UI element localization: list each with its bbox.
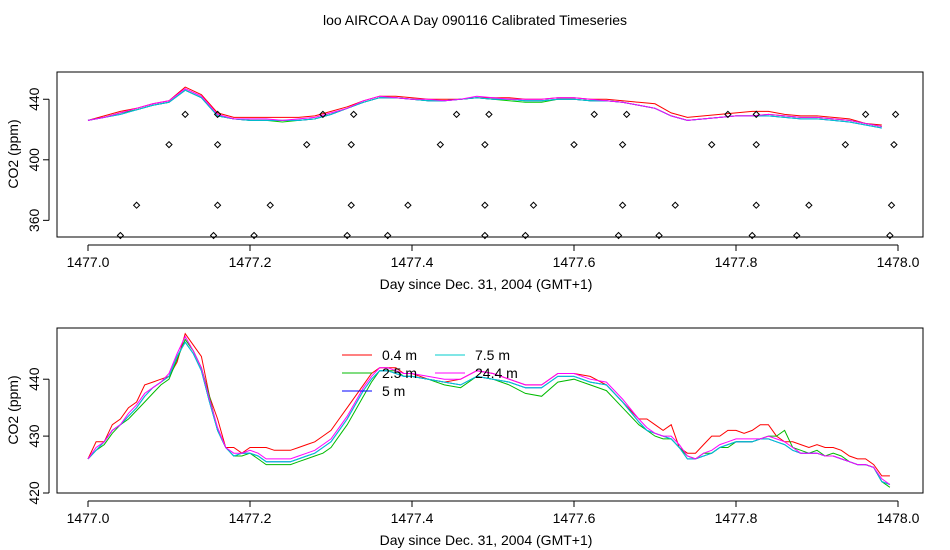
legend-label-2-5-m: 2.5 m bbox=[382, 365, 417, 381]
top-data-point bbox=[343, 231, 351, 240]
top-y-tick-label: 360 bbox=[26, 208, 42, 232]
bottom-y-tick-label: 440 bbox=[26, 367, 42, 391]
top-data-point bbox=[841, 140, 850, 149]
top-data-point bbox=[132, 201, 141, 209]
top-data-point bbox=[890, 140, 898, 149]
top-data-point bbox=[213, 201, 222, 209]
top-x-tick-label: 1478.0 bbox=[877, 254, 920, 270]
top-data-point bbox=[319, 110, 327, 119]
bottom-x-tick-label: 1477.6 bbox=[553, 510, 596, 526]
top-data-point bbox=[436, 140, 445, 149]
top-series-line-7-5-m bbox=[87, 89, 882, 129]
top-data-point bbox=[622, 110, 631, 119]
bottom-series-line-5-m bbox=[87, 341, 891, 485]
top-data-point bbox=[481, 140, 489, 149]
top-data-point bbox=[886, 231, 894, 240]
top-series-line-5-m bbox=[87, 89, 882, 129]
top-data-point bbox=[213, 110, 222, 119]
top-data-point bbox=[485, 110, 493, 119]
top-data-point bbox=[752, 201, 760, 209]
top-data-point bbox=[861, 110, 870, 119]
top-data-point bbox=[570, 140, 578, 149]
top-data-point bbox=[671, 201, 679, 209]
top-data-point bbox=[213, 140, 222, 149]
top-data-point bbox=[529, 201, 538, 209]
top-data-point bbox=[618, 140, 627, 149]
bottom-y-tick-label: 430 bbox=[26, 424, 42, 448]
top-data-point bbox=[302, 140, 311, 149]
top-data-point bbox=[793, 231, 801, 240]
bottom-x-tick-label: 1477.8 bbox=[715, 510, 758, 526]
top-data-point bbox=[383, 231, 392, 240]
top-data-point bbox=[805, 201, 813, 209]
top-plot-frame bbox=[56, 71, 924, 238]
top-data-point bbox=[349, 110, 358, 119]
top-data-point bbox=[752, 110, 760, 119]
top-data-point bbox=[209, 231, 218, 240]
bottom-series-line-24-4-m bbox=[87, 335, 891, 485]
top-data-point bbox=[614, 231, 623, 240]
top-data-point bbox=[748, 231, 756, 240]
top-data-point bbox=[618, 201, 627, 209]
chart-title: loo AIRCOA A Day 090116 Calibrated Times… bbox=[323, 12, 627, 28]
top-data-point bbox=[452, 110, 461, 119]
top-data-point bbox=[655, 231, 663, 240]
top-x-tick-label: 1477.2 bbox=[229, 254, 272, 270]
bottom-x-tick-label: 1477.0 bbox=[67, 510, 110, 526]
top-y-tick-label: 440 bbox=[26, 87, 42, 111]
top-x-tick-label: 1477.0 bbox=[67, 254, 110, 270]
top-series-line-0-4-m bbox=[87, 86, 882, 126]
top-data-point bbox=[116, 231, 125, 240]
legend-label-24-4-m: 24.4 m bbox=[475, 365, 518, 381]
top-data-point bbox=[347, 201, 355, 209]
top-series-line-24-4-m bbox=[87, 88, 882, 127]
top-data-point bbox=[891, 110, 900, 119]
top-data-point bbox=[481, 231, 489, 240]
legend-label-5-m: 5 m bbox=[382, 383, 405, 399]
bottom-x-tick-label: 1477.2 bbox=[229, 510, 272, 526]
top-data-point bbox=[724, 110, 732, 119]
bottom-y-tick-label: 420 bbox=[26, 481, 42, 505]
top-data-point bbox=[521, 231, 530, 240]
bottom-series-line-0-4-m bbox=[87, 332, 890, 477]
top-data-point bbox=[250, 231, 258, 240]
top-data-point bbox=[181, 110, 189, 119]
top-data-point bbox=[266, 201, 274, 209]
top-data-point bbox=[404, 201, 412, 209]
bottom-panel: Day since Dec. 31, 2004 (GMT+1) CO2 (ppm… bbox=[5, 327, 924, 548]
top-data-point bbox=[707, 140, 716, 149]
bottom-series-line-7-5-m bbox=[87, 341, 891, 485]
top-data-point bbox=[590, 110, 598, 119]
top-data-point bbox=[481, 201, 489, 209]
bottom-plot-frame bbox=[56, 327, 924, 494]
bottom-x-tick-label: 1477.4 bbox=[391, 510, 434, 526]
top-data-point bbox=[347, 140, 355, 149]
bottom-x-tick-label: 1478.0 bbox=[877, 510, 920, 526]
top-data-point bbox=[887, 201, 896, 209]
bottom-y-axis-label: CO2 (ppm) bbox=[5, 375, 21, 444]
top-x-axis-label: Day since Dec. 31, 2004 (GMT+1) bbox=[380, 276, 593, 292]
top-data-point bbox=[165, 140, 173, 149]
top-x-tick-label: 1477.6 bbox=[553, 254, 596, 270]
top-y-axis-label: CO2 (ppm) bbox=[5, 119, 21, 188]
top-y-tick-label: 400 bbox=[26, 148, 42, 172]
legend-label-0-4-m: 0.4 m bbox=[382, 347, 417, 363]
legend-label-7-5-m: 7.5 m bbox=[475, 347, 510, 363]
top-x-tick-label: 1477.4 bbox=[391, 254, 434, 270]
top-panel: Day since Dec. 31, 2004 (GMT+1) CO2 (ppm… bbox=[5, 71, 924, 292]
top-series-line-2-5-m bbox=[87, 89, 882, 127]
top-data-point bbox=[752, 140, 760, 149]
bottom-x-axis-label: Day since Dec. 31, 2004 (GMT+1) bbox=[380, 532, 593, 548]
top-x-tick-label: 1477.8 bbox=[715, 254, 758, 270]
